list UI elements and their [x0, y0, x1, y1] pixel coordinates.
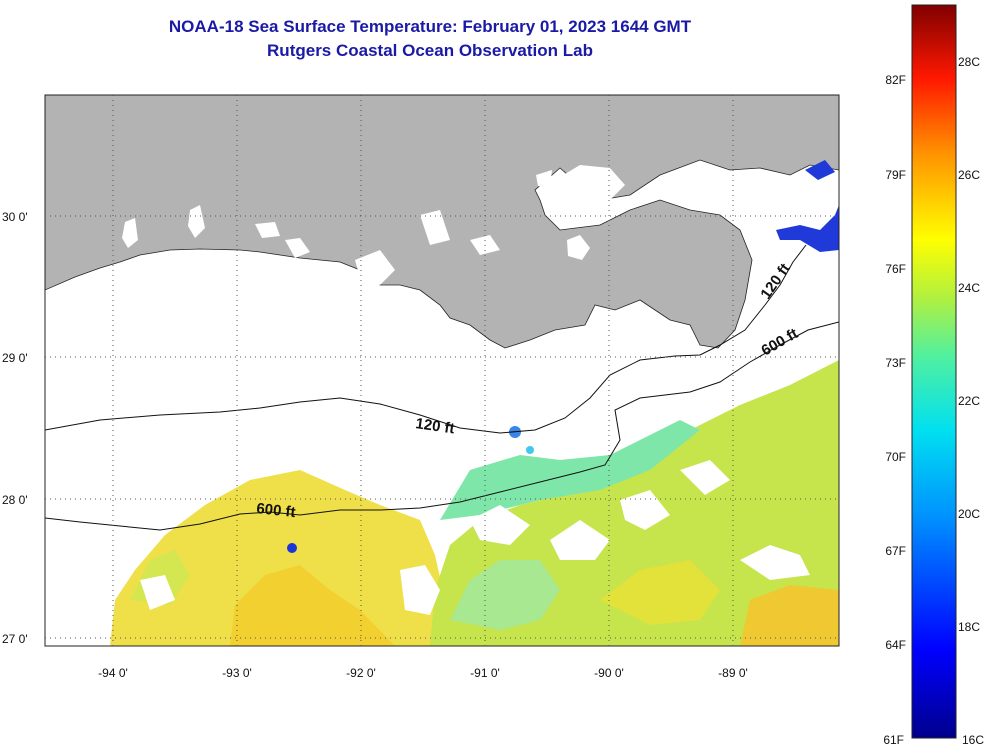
lake-calcasieu	[122, 218, 138, 248]
lat-label-27: 27 0'	[2, 632, 28, 646]
lon-label-89: -89 0'	[718, 666, 748, 680]
colorbar-c-label: 28C	[958, 55, 980, 69]
lake-sabine	[188, 205, 205, 238]
lake-pontchartrain	[555, 165, 625, 210]
colorbar-f-label: 73F	[885, 356, 906, 370]
colorbar-f-label: 67F	[885, 544, 906, 558]
lon-label-90: -90 0'	[594, 666, 624, 680]
contour-label-120ft-west: 120 ft	[414, 415, 455, 437]
lat-label-30: 30 0'	[2, 210, 28, 224]
lon-label-92: -92 0'	[346, 666, 376, 680]
isobath-contours	[45, 244, 839, 531]
map-border	[44, 94, 840, 647]
colorbar-c-label: 20C	[958, 507, 980, 521]
colorbar-c-label: 26C	[958, 168, 980, 182]
colorbar-f-label: 70F	[885, 450, 906, 464]
white-lake	[255, 222, 280, 238]
colorbar-f-label: 82F	[885, 73, 906, 87]
lake-verret	[420, 210, 450, 245]
sst-field	[110, 360, 839, 646]
lake-borgne	[536, 170, 552, 188]
colorbar-f-label: 76F	[885, 262, 906, 276]
sst-cool-sound	[776, 205, 839, 252]
lat-label-29: 29 0'	[2, 351, 28, 365]
colorbar-c-label: 24C	[958, 281, 980, 295]
grand-lake	[285, 238, 310, 258]
isobath-120ft	[45, 244, 807, 434]
sst-cool-sound-2	[805, 160, 835, 180]
atchafalaya-bay	[355, 250, 395, 285]
graticule	[45, 95, 839, 646]
lat-label-28: 28 0'	[2, 493, 28, 507]
colorbar	[911, 4, 957, 739]
colorbar-c-label: 22C	[958, 394, 980, 408]
colorbar-f-label: 61F	[883, 733, 904, 747]
map-subtitle: Rutgers Coastal Ocean Observation Lab	[267, 41, 593, 60]
lon-label-91: -91 0'	[470, 666, 500, 680]
colorbar-f-label: 64F	[885, 638, 906, 652]
colorbar-c-label: 18C	[958, 620, 980, 634]
lon-label-94: -94 0'	[98, 666, 128, 680]
contour-label-600ft-west: 600 ft	[256, 500, 297, 521]
colorbar-c-label: 16C	[962, 733, 984, 747]
colorbar-f-label: 79F	[885, 168, 906, 182]
lon-label-93: -93 0'	[222, 666, 252, 680]
isobath-600ft	[45, 321, 839, 531]
map-title: NOAA-18 Sea Surface Temperature: Februar…	[168, 17, 692, 36]
lake-maurepas	[567, 235, 590, 260]
